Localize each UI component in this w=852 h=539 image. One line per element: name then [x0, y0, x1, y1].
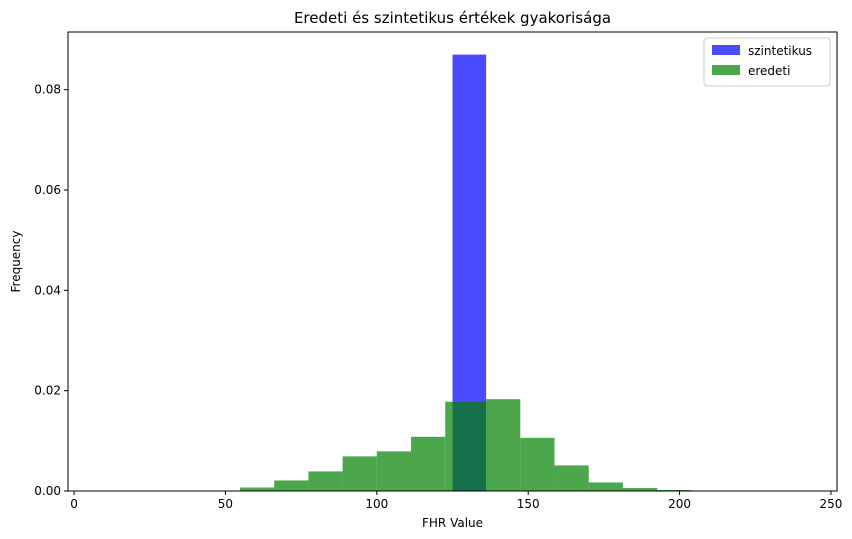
- bar-eredeti-13: [657, 489, 692, 491]
- bar-eredeti-6: [411, 436, 446, 491]
- legend-label-eredeti: eredeti: [748, 64, 790, 78]
- plot-frame: [67, 31, 838, 492]
- y-tick-label: 0.06: [34, 183, 61, 197]
- x-tick-label: 250: [819, 497, 842, 511]
- y-axis-label: Frequency: [9, 231, 23, 293]
- bar-eredeti-8: [486, 399, 521, 491]
- bar-eredeti-11: [588, 482, 623, 491]
- y-tick-label: 0.08: [34, 83, 61, 97]
- x-axis-ticks: 0 50 100 150 200 250: [70, 491, 842, 511]
- bar-eredeti-4: [342, 456, 377, 491]
- x-tick-label: 0: [70, 497, 78, 511]
- bar-eredeti-12: [622, 487, 658, 491]
- bar-eredeti-3: [308, 471, 343, 491]
- bar-eredeti-2: [274, 480, 309, 491]
- legend-swatch-eredeti: [712, 65, 740, 75]
- bar-eredeti-7: [445, 401, 487, 491]
- y-tick-label: 0.04: [34, 283, 61, 297]
- legend-swatch-szintetikus: [712, 45, 740, 55]
- x-axis-label: FHR Value: [422, 516, 483, 530]
- y-tick-label: 0.00: [34, 484, 61, 498]
- bar-eredeti-10: [554, 465, 589, 491]
- x-tick-label: 200: [668, 497, 691, 511]
- x-tick-label: 100: [365, 497, 388, 511]
- chart-legend: szintetikus eredeti: [703, 37, 831, 87]
- bar-eredeti-1: [239, 487, 275, 491]
- bars-layer: [205, 54, 798, 492]
- chart-title: Eredeti és szintetikus értékek gyakorisá…: [294, 9, 611, 27]
- legend-label-szintetikus: szintetikus: [748, 44, 812, 58]
- bar-eredeti-5: [376, 451, 412, 491]
- x-tick-label: 50: [218, 497, 233, 511]
- y-tick-label: 0.02: [34, 384, 61, 398]
- y-axis-ticks: 0.00 0.02 0.04 0.06 0.08: [34, 83, 68, 498]
- bar-eredeti-9: [520, 437, 555, 491]
- x-tick-label: 150: [517, 497, 540, 511]
